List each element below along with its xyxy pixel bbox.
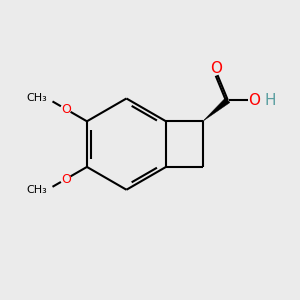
Text: H: H (264, 93, 276, 108)
Text: CH₃: CH₃ (26, 185, 47, 195)
Text: CH₃: CH₃ (26, 93, 47, 103)
Polygon shape (203, 98, 230, 121)
Text: O: O (210, 61, 222, 76)
Text: O: O (248, 93, 260, 108)
Text: O: O (61, 103, 71, 116)
Text: O: O (61, 172, 71, 185)
